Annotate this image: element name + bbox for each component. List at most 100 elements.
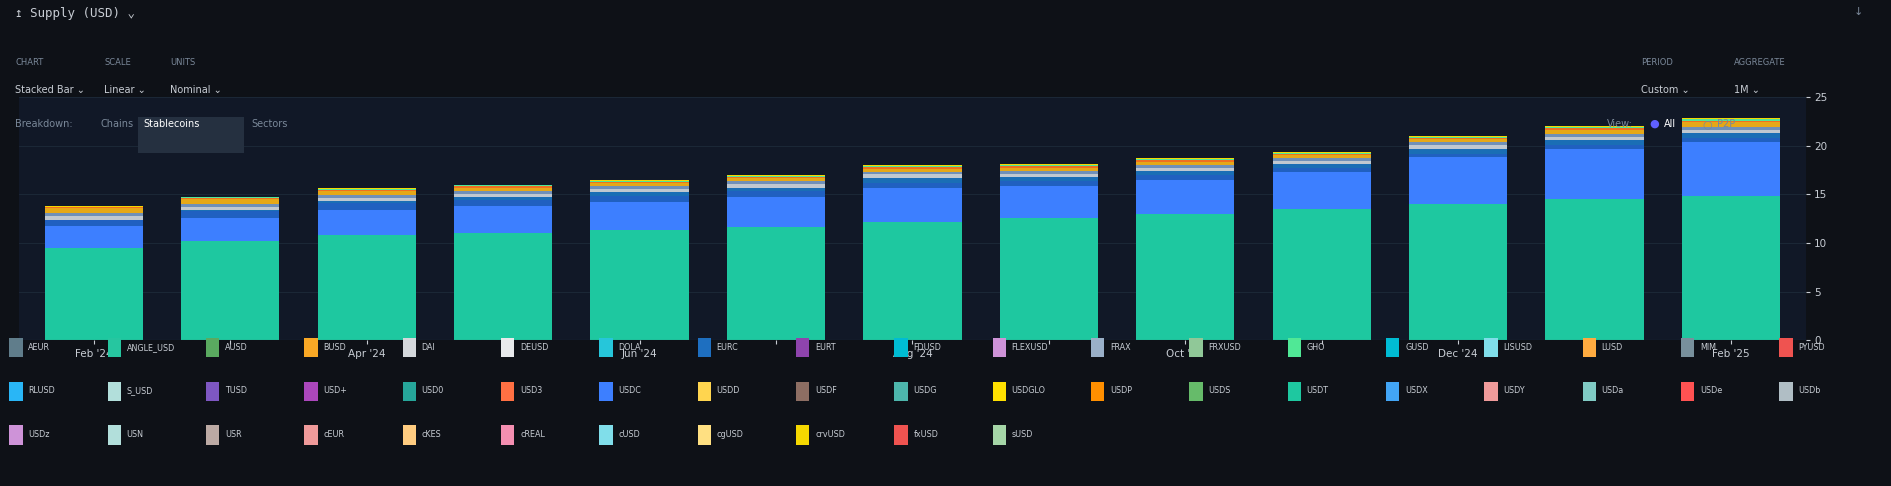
Text: Stacked Bar ⌄: Stacked Bar ⌄ bbox=[15, 85, 85, 95]
Text: USR: USR bbox=[225, 430, 242, 439]
Bar bbox=[1545, 126, 1643, 127]
Bar bbox=[182, 210, 280, 211]
Bar bbox=[590, 180, 688, 181]
Bar bbox=[1000, 166, 1099, 168]
Text: Chains: Chains bbox=[100, 119, 134, 129]
Bar bbox=[1545, 137, 1643, 140]
Text: ↓: ↓ bbox=[1853, 7, 1863, 17]
Bar bbox=[1681, 138, 1779, 142]
Text: cKES: cKES bbox=[422, 430, 441, 439]
Text: cgUSD: cgUSD bbox=[717, 430, 743, 439]
Text: GHO: GHO bbox=[1307, 343, 1326, 352]
Text: PERIOD: PERIOD bbox=[1641, 58, 1674, 68]
Bar bbox=[1409, 142, 1507, 145]
Bar bbox=[1136, 162, 1235, 165]
Bar bbox=[1273, 154, 1371, 155]
Bar bbox=[726, 227, 824, 340]
Bar bbox=[182, 218, 280, 241]
Text: FLEXUSD: FLEXUSD bbox=[1012, 343, 1048, 352]
Text: FRXUSD: FRXUSD bbox=[1208, 343, 1240, 352]
Bar bbox=[182, 199, 280, 204]
Bar bbox=[590, 192, 688, 196]
Text: DOLA: DOLA bbox=[618, 343, 641, 352]
Bar bbox=[1136, 175, 1235, 180]
Bar bbox=[45, 207, 144, 208]
Text: USDT: USDT bbox=[1307, 386, 1329, 396]
Bar bbox=[1409, 138, 1507, 139]
Bar bbox=[590, 196, 688, 202]
Bar bbox=[454, 188, 552, 191]
Bar bbox=[1273, 209, 1371, 340]
Bar bbox=[1545, 127, 1643, 128]
Bar bbox=[1136, 214, 1235, 340]
Bar bbox=[864, 167, 961, 169]
Bar bbox=[1000, 171, 1099, 174]
Bar bbox=[726, 178, 824, 181]
Text: USDP: USDP bbox=[1110, 386, 1133, 396]
Bar bbox=[182, 211, 280, 218]
Bar bbox=[454, 191, 552, 194]
Bar bbox=[1000, 181, 1099, 186]
Bar bbox=[1681, 118, 1779, 119]
Text: Linear ⌄: Linear ⌄ bbox=[104, 85, 146, 95]
Bar bbox=[318, 195, 416, 198]
Bar bbox=[1273, 153, 1371, 154]
Bar bbox=[1681, 127, 1779, 130]
Bar bbox=[1545, 128, 1643, 130]
Bar bbox=[182, 204, 280, 207]
Text: cUSD: cUSD bbox=[618, 430, 641, 439]
Text: BUSD: BUSD bbox=[323, 343, 346, 352]
Bar bbox=[726, 191, 824, 197]
Bar bbox=[864, 172, 961, 174]
Text: USD3: USD3 bbox=[520, 386, 543, 396]
Bar bbox=[45, 248, 144, 340]
Text: cREAL: cREAL bbox=[520, 430, 545, 439]
Text: cEUR: cEUR bbox=[323, 430, 344, 439]
Bar bbox=[726, 181, 824, 184]
Text: AGGREGATE: AGGREGATE bbox=[1734, 58, 1785, 68]
Text: GUSD: GUSD bbox=[1405, 343, 1428, 352]
Bar bbox=[182, 198, 280, 199]
Text: USDS: USDS bbox=[1208, 386, 1231, 396]
Bar bbox=[1136, 171, 1235, 175]
Bar bbox=[726, 188, 824, 191]
Bar bbox=[1545, 199, 1643, 340]
Bar bbox=[1273, 155, 1371, 158]
Bar bbox=[1545, 140, 1643, 145]
Bar bbox=[318, 191, 416, 195]
Text: LISUSD: LISUSD bbox=[1503, 343, 1532, 352]
Text: S_USD: S_USD bbox=[127, 386, 153, 396]
Bar bbox=[590, 183, 688, 186]
Bar bbox=[318, 190, 416, 191]
Bar bbox=[590, 182, 688, 183]
Bar bbox=[864, 188, 961, 222]
Bar bbox=[1681, 121, 1779, 122]
Text: CHART: CHART bbox=[15, 58, 43, 68]
Bar bbox=[318, 188, 416, 189]
Text: USDa: USDa bbox=[1602, 386, 1624, 396]
Bar bbox=[1681, 122, 1779, 127]
Bar bbox=[318, 203, 416, 210]
Bar bbox=[182, 197, 280, 198]
Bar bbox=[1409, 145, 1507, 149]
Bar bbox=[1409, 154, 1507, 157]
Text: All: All bbox=[1664, 119, 1675, 129]
Bar bbox=[864, 222, 961, 340]
Bar bbox=[454, 186, 552, 188]
Bar bbox=[1545, 134, 1643, 137]
Bar bbox=[590, 230, 688, 340]
Bar bbox=[45, 220, 144, 226]
Bar bbox=[1136, 159, 1235, 160]
Text: P2P: P2P bbox=[1717, 119, 1736, 129]
Text: crvUSD: crvUSD bbox=[815, 430, 845, 439]
Text: USD+: USD+ bbox=[323, 386, 348, 396]
Text: LUSD: LUSD bbox=[1602, 343, 1622, 352]
Bar bbox=[1000, 165, 1099, 166]
Bar bbox=[1000, 168, 1099, 171]
Bar bbox=[590, 181, 688, 182]
Bar bbox=[1409, 137, 1507, 138]
Text: Custom ⌄: Custom ⌄ bbox=[1641, 85, 1691, 95]
Bar bbox=[1681, 133, 1779, 138]
Text: USDz: USDz bbox=[28, 430, 49, 439]
Text: USDF: USDF bbox=[815, 386, 838, 396]
